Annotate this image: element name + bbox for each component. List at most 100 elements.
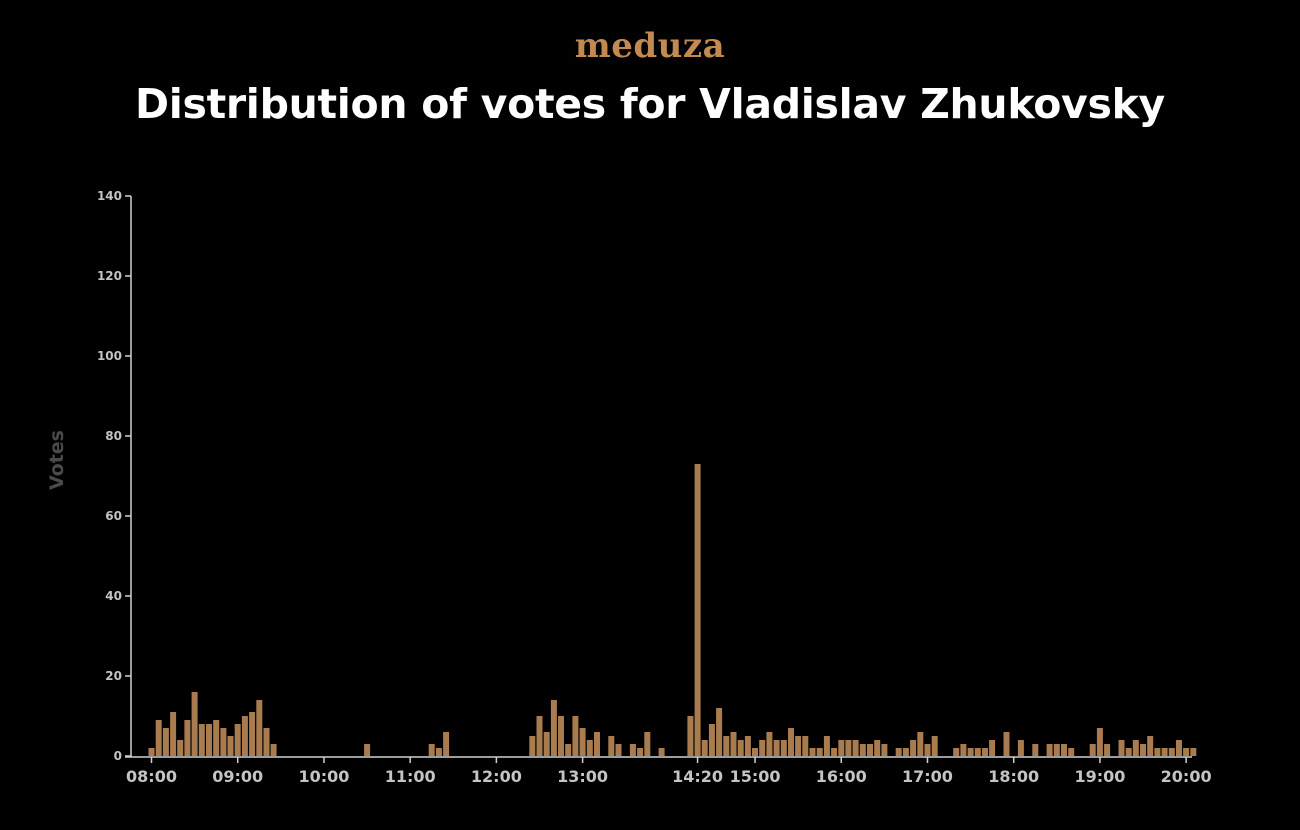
bar-83: [1061, 744, 1067, 756]
bar-60: [845, 740, 852, 756]
bar-71: [931, 736, 938, 756]
bar-23: [536, 716, 543, 756]
bar-9: [213, 720, 220, 756]
bar-85: [1089, 744, 1096, 756]
bar-77: [989, 740, 996, 756]
bar-97: [1183, 748, 1190, 756]
bar-55: [809, 748, 816, 756]
bar-93: [1154, 748, 1161, 756]
bar-16: [263, 728, 270, 756]
bar-40: [701, 740, 708, 756]
bar-20: [435, 748, 442, 756]
bar-65: [881, 744, 888, 756]
bar-29: [579, 728, 586, 756]
bar-41: [708, 724, 715, 756]
bar-98: [1190, 748, 1197, 756]
bar-90: [1132, 740, 1139, 756]
x-tick-label: 11:00: [385, 767, 436, 786]
bar-34: [629, 744, 636, 756]
bar-35: [637, 748, 644, 756]
bar-10: [220, 728, 227, 756]
bar-78: [1003, 732, 1010, 756]
bar-62: [859, 744, 866, 756]
bar-73: [960, 744, 967, 756]
bar-36: [644, 732, 651, 756]
bar-32: [608, 736, 615, 756]
x-tick-label: 13:00: [557, 767, 608, 786]
y-tick-label: 80: [105, 429, 122, 443]
bar-88: [1118, 740, 1125, 756]
bar-89: [1125, 748, 1132, 756]
bar-84: [1068, 748, 1075, 756]
bar-91: [1140, 744, 1146, 756]
bar-43: [723, 736, 730, 756]
bar-14: [249, 712, 256, 756]
bar-39: [694, 464, 701, 756]
y-tick-label: 0: [114, 749, 122, 763]
bar-2: [162, 728, 169, 756]
x-tick-label: 19:00: [1074, 767, 1125, 786]
bar-81: [1046, 744, 1053, 756]
bar-47: [752, 748, 758, 756]
bar-95: [1168, 748, 1175, 756]
bar-54: [802, 736, 809, 756]
bar-61: [852, 740, 859, 756]
x-tick-label: 14:20: [672, 767, 723, 786]
x-tick-label: 18:00: [988, 767, 1039, 786]
x-tick-label: 09:00: [212, 767, 263, 786]
x-tick-label: 16:00: [816, 767, 867, 786]
bar-79: [1017, 740, 1024, 756]
x-tick-label: 08:00: [126, 767, 177, 786]
bar-6: [191, 692, 198, 756]
bar-58: [831, 748, 838, 756]
bar-12: [234, 724, 241, 756]
brand-logo: meduza: [574, 26, 726, 66]
bar-25: [550, 700, 557, 756]
y-tick-label: 100: [97, 349, 122, 363]
bar-13: [241, 716, 248, 756]
bar-63: [867, 744, 873, 756]
bar-7: [198, 724, 205, 756]
bar-33: [615, 744, 622, 756]
y-axis-label: Votes: [46, 430, 68, 490]
bar-37: [658, 748, 665, 756]
bar-86: [1096, 728, 1103, 756]
bar-67: [902, 748, 909, 756]
bar-31: [594, 732, 600, 756]
chart-title: Distribution of votes for Vladislav Zhuk…: [135, 80, 1165, 128]
bar-56: [816, 748, 823, 756]
bar-26: [558, 716, 564, 756]
bar-68: [910, 740, 917, 756]
bar-46: [744, 736, 751, 756]
bar-5: [184, 720, 191, 756]
bars-group: [148, 464, 1197, 756]
y-tick-label: 60: [105, 509, 122, 523]
bar-72: [953, 748, 960, 756]
bar-22: [529, 736, 536, 756]
bar-19: [428, 744, 435, 756]
bar-49: [766, 732, 773, 756]
y-tick-label: 20: [105, 669, 122, 683]
x-tick-label: 17:00: [902, 767, 953, 786]
bar-0: [148, 748, 155, 756]
bar-38: [687, 716, 694, 756]
bar-96: [1176, 740, 1182, 756]
bar-1: [155, 720, 162, 756]
x-tick-label: 15:00: [730, 767, 781, 786]
bar-27: [565, 744, 572, 756]
bar-48: [759, 740, 766, 756]
bar-42: [716, 708, 723, 756]
bar-17: [270, 744, 277, 756]
bar-50: [773, 740, 780, 756]
bar-74: [967, 748, 974, 756]
x-tick-label: 12:00: [471, 767, 522, 786]
bar-64: [874, 740, 881, 756]
bar-57: [823, 736, 830, 756]
bar-21: [443, 732, 450, 756]
bar-59: [838, 740, 845, 756]
bar-24: [543, 732, 550, 756]
bar-45: [737, 740, 744, 756]
bar-66: [895, 748, 902, 756]
bar-3: [170, 712, 177, 756]
